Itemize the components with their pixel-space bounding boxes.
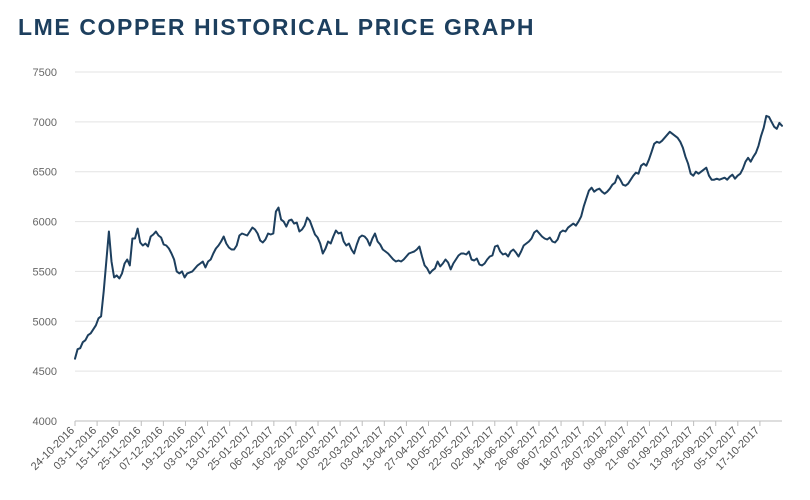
- y-tick-label: 7500: [33, 67, 57, 79]
- y-tick-label: 4000: [33, 416, 57, 428]
- x-axis: 24-10-201603-11-201615-11-201625-11-2016…: [29, 420, 782, 473]
- series-group: [74, 114, 783, 360]
- y-tick-label: 5000: [33, 316, 57, 328]
- y-tick-label: 5500: [33, 266, 57, 278]
- y-tick-label: 7000: [33, 117, 57, 129]
- y-tick-label: 4500: [33, 366, 57, 378]
- grid-lines: [75, 71, 782, 422]
- chart-title: LME COPPER HISTORICAL PRICE GRAPH: [18, 14, 536, 40]
- series-line-lme-copper: [74, 114, 783, 360]
- y-tick-label: 6500: [33, 167, 57, 179]
- y-tick-label: 6000: [33, 217, 57, 229]
- y-axis-ticks: 4000 4500 5000 5500 6000 6500 7000 7500: [33, 67, 57, 428]
